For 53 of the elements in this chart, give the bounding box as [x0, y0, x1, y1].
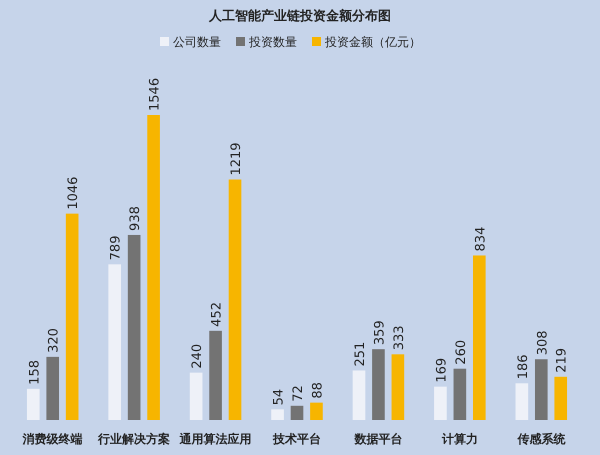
x-tick-label: 技术平台 [272, 432, 321, 446]
bar [534, 359, 548, 420]
data-label: 169 [434, 358, 450, 383]
x-tick-label: 通用算法应用 [178, 432, 252, 446]
bar [26, 388, 40, 420]
chart-title: 人工智能产业链投资金额分布图 [208, 8, 391, 24]
data-label: 1546 [148, 78, 163, 111]
bar [209, 330, 222, 420]
data-label: 1219 [229, 142, 244, 176]
data-label: 938 [128, 206, 144, 231]
data-label: 333 [392, 325, 407, 350]
bar [516, 383, 528, 420]
bar [310, 402, 323, 420]
x-tick-label: 行业解决方案 [97, 432, 170, 446]
x-tick-label: 计算力 [440, 432, 478, 446]
bar [290, 406, 304, 420]
bar [271, 409, 284, 420]
data-label: 1046 [66, 176, 82, 210]
bar [228, 180, 242, 420]
bar [190, 372, 202, 420]
bar [472, 255, 486, 420]
bar [147, 115, 160, 420]
bar [392, 354, 404, 420]
bar [554, 376, 568, 420]
data-label: 834 [473, 226, 488, 252]
bar [454, 368, 466, 420]
data-label: 320 [46, 328, 62, 353]
legend-label: 投资金额（亿元） [324, 35, 421, 49]
data-label: 186 [516, 354, 531, 380]
legend-label: 投资数量 [248, 35, 297, 49]
data-label: 260 [454, 340, 469, 365]
data-label: 308 [535, 330, 550, 356]
data-label: 251 [352, 342, 368, 366]
data-label: 72 [291, 385, 306, 402]
x-tick-label: 传感系统 [516, 432, 566, 446]
bar [128, 234, 140, 420]
data-label: 789 [108, 236, 124, 260]
bar [46, 356, 60, 420]
legend-label: 公司数量 [173, 35, 221, 49]
data-label: 54 [272, 388, 287, 406]
data-label: 88 [310, 382, 326, 399]
data-label: 158 [27, 360, 42, 385]
bar [372, 349, 385, 420]
bar [434, 386, 447, 420]
data-label: 452 [210, 302, 225, 327]
data-label: 359 [372, 320, 388, 346]
bar [108, 264, 122, 420]
x-tick-label: 数据平台 [353, 432, 402, 446]
bar [352, 370, 366, 420]
data-label: 219 [554, 348, 570, 373]
bar [66, 214, 78, 420]
x-tick-label: 消费级终端 [22, 432, 83, 446]
data-label: 240 [190, 344, 206, 369]
